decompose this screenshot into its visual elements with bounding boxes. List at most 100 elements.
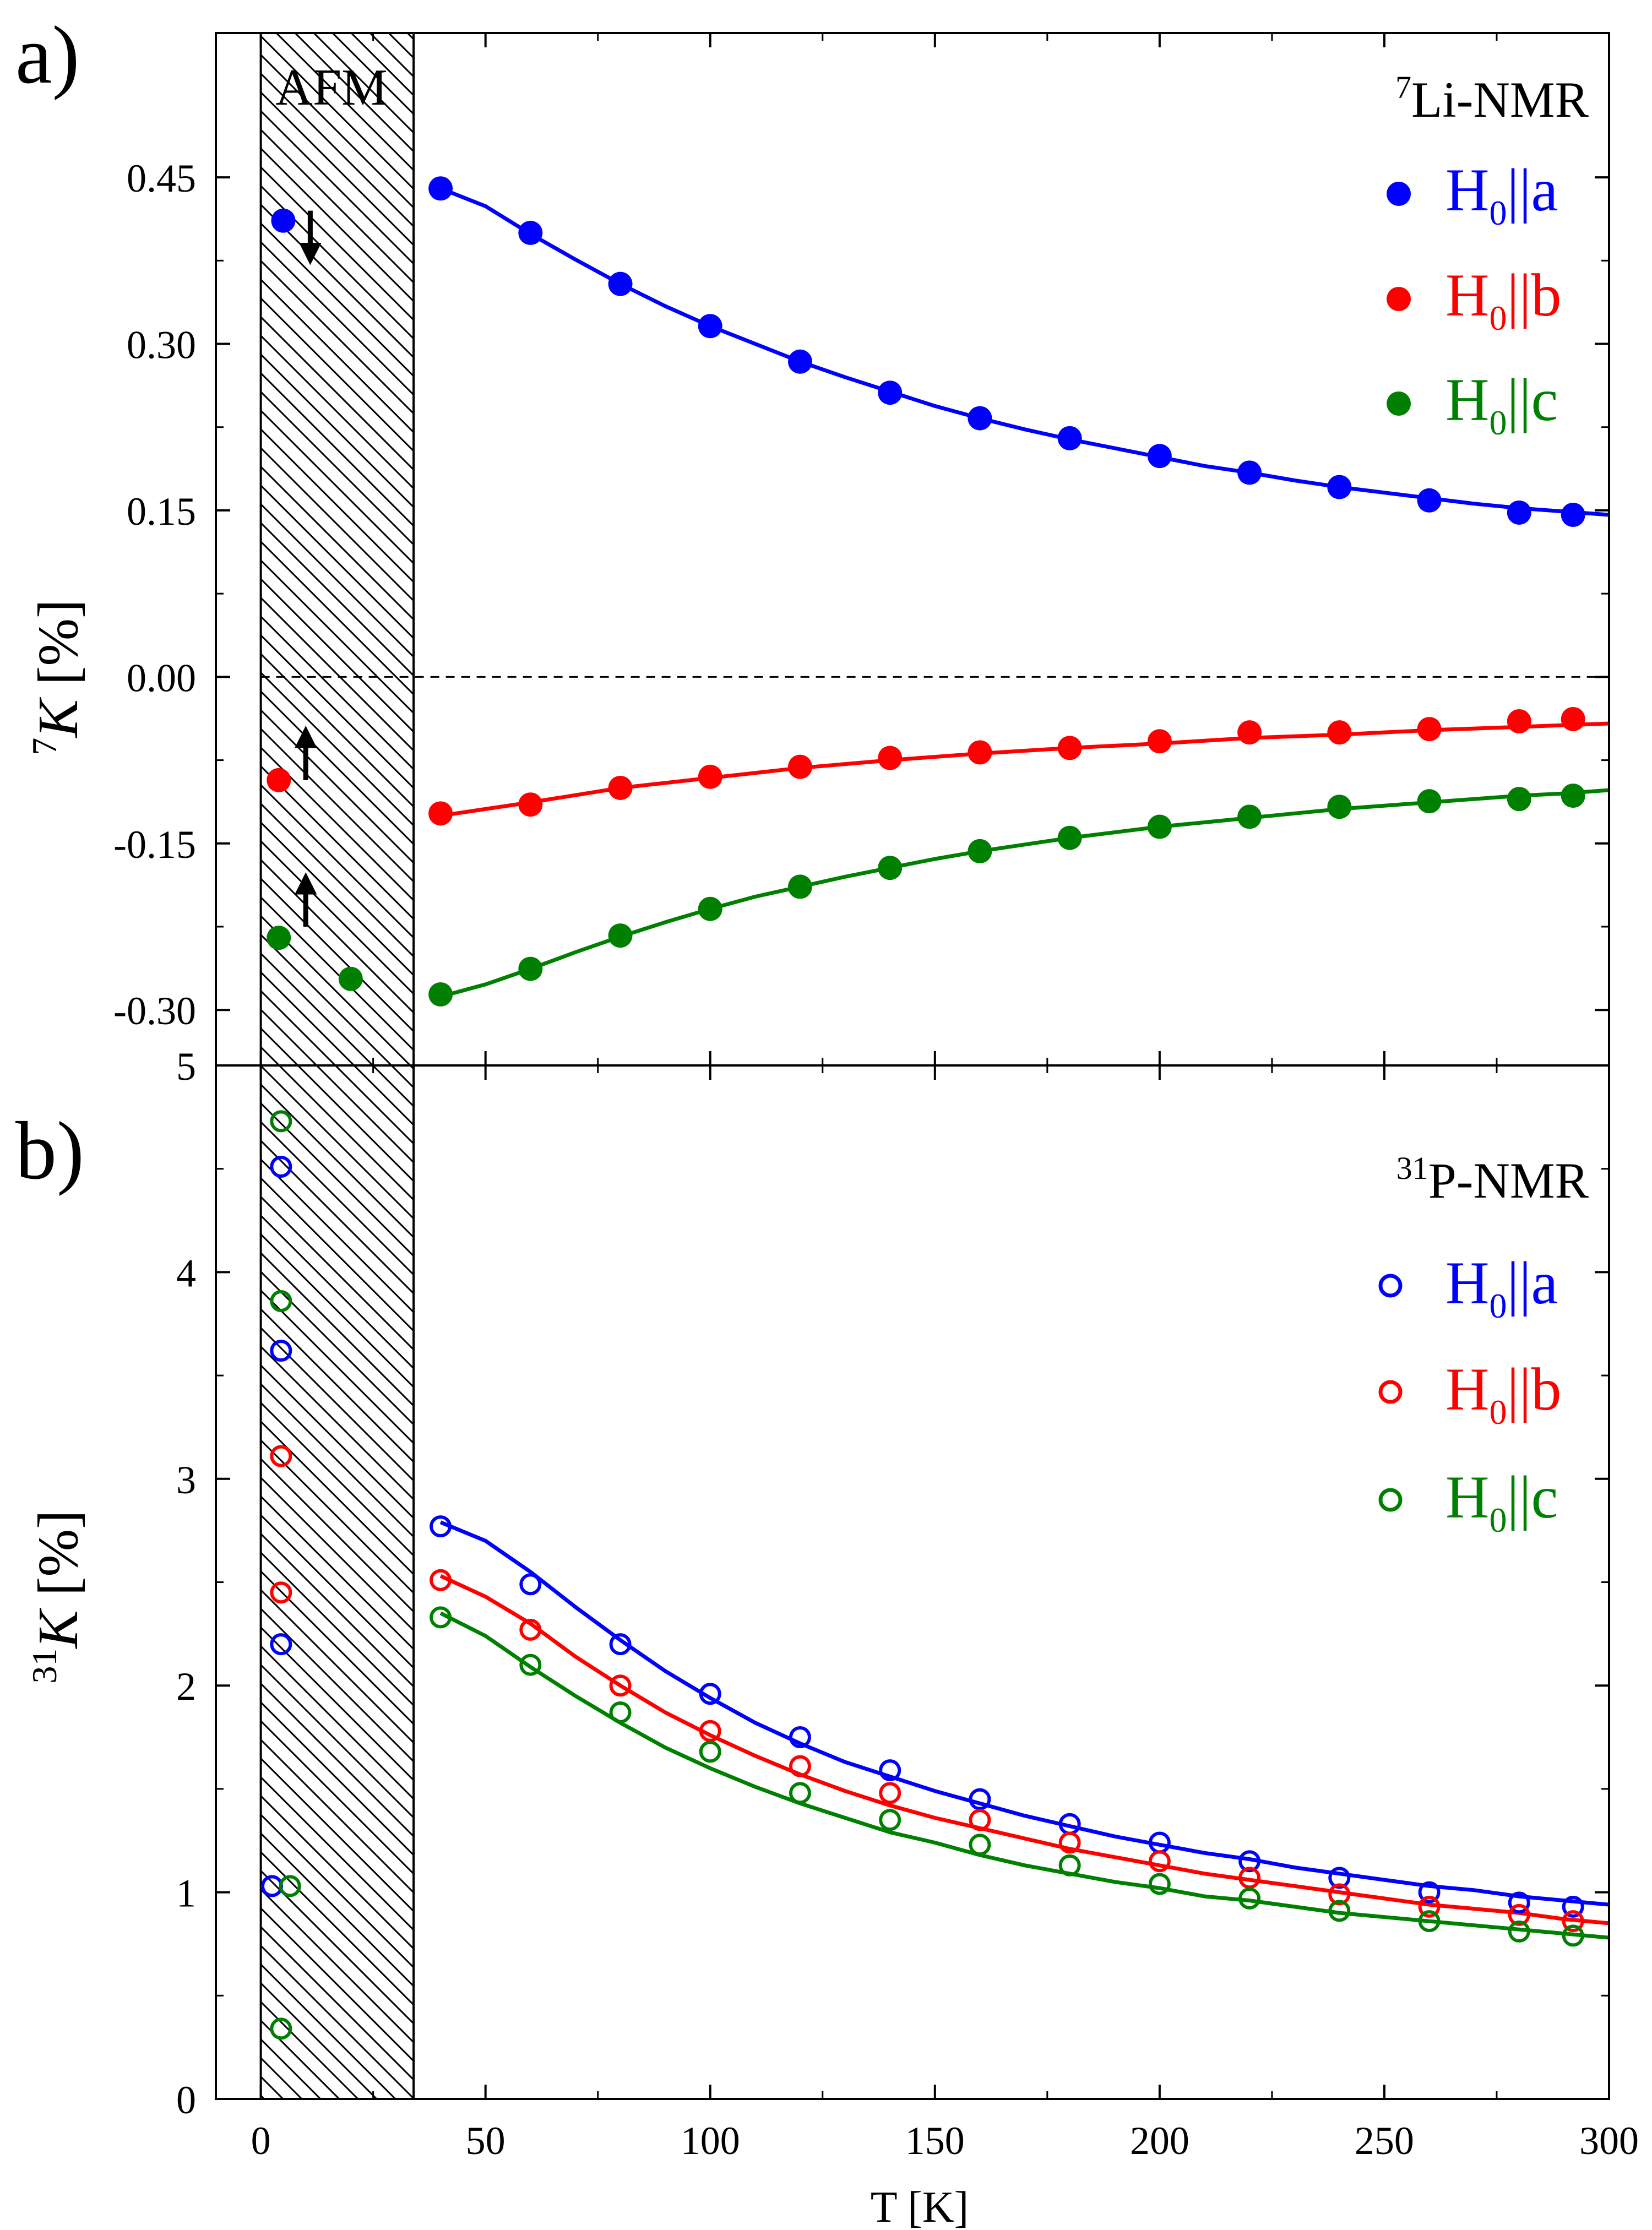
panel-b: 0 1 2 3 4 5 0 50 100 150 200 250 300 b) 31P-NMR H0|…	[15, 1045, 1639, 2230]
data-point-b	[1562, 1910, 1584, 1933]
panel-a-title: 7Li-NMR	[1395, 69, 1589, 128]
data-point-b	[1561, 706, 1585, 731]
panel-a-data-points	[267, 176, 1585, 1007]
panel-a-y-ticks: -0.30 -0.15 0.00 0.15 0.30 0.45	[113, 156, 1609, 1033]
data-point-a	[1238, 1850, 1261, 1873]
data-point-b	[518, 792, 543, 817]
data-point-b	[270, 1581, 292, 1604]
legend-b-marker-b	[1378, 1380, 1403, 1404]
data-point-a	[787, 349, 812, 374]
panel-a-y-axis-label: 7K [%]	[25, 599, 90, 755]
data-point-b	[608, 775, 633, 800]
data-point-b	[1508, 1903, 1530, 1926]
data-point-b	[968, 740, 992, 765]
y-tick-label: 5	[176, 1045, 196, 1089]
data-point-c	[1148, 1873, 1171, 1895]
data-point-c	[279, 1875, 301, 1897]
data-point-c	[270, 2017, 292, 2040]
y-tick-label: 3	[176, 1458, 196, 1502]
data-point-b	[1057, 736, 1082, 760]
data-point-a	[1508, 1891, 1530, 1914]
y-tick-label: 0	[176, 2078, 196, 2122]
data-point-a	[699, 1683, 721, 1705]
data-point-a	[1507, 500, 1531, 525]
legend-a-entry-c: H0||c	[1387, 366, 1558, 442]
legend-a-marker-b	[1387, 287, 1411, 311]
data-point-b	[1148, 1850, 1171, 1873]
panel-a-arrows	[294, 210, 322, 927]
data-point-a	[608, 271, 633, 296]
data-point-a	[1562, 1895, 1584, 1918]
data-point-c	[267, 926, 291, 950]
data-point-b	[267, 768, 291, 792]
data-point-c	[1238, 1887, 1261, 1910]
legend-b-entry-a: H0||a	[1378, 1249, 1558, 1325]
x-tick-label: 200	[1130, 2119, 1189, 2163]
data-point-a	[270, 1340, 292, 1362]
x-axis-label: T [K]	[871, 2183, 969, 2230]
data-point-a	[698, 314, 722, 339]
fit-curve-c	[439, 1611, 1610, 1940]
y-tick-label: 0.15	[127, 489, 196, 534]
legend-b-label-c: H0||c	[1446, 1464, 1558, 1540]
y-tick-label: 0.30	[127, 323, 196, 367]
fit-curve-a	[439, 1520, 1610, 1907]
y-tick-label: -0.30	[113, 989, 196, 1033]
data-point-a	[1057, 426, 1082, 450]
legend-b-entry-c: H0||c	[1378, 1464, 1558, 1540]
data-point-c	[608, 923, 633, 948]
data-point-c	[879, 1809, 901, 1831]
panel-b-afm-region	[259, 1064, 415, 2100]
data-point-b	[1328, 1883, 1351, 1906]
y-tick-label: 0.45	[127, 156, 196, 200]
data-point-c	[1327, 795, 1352, 819]
data-point-a	[1237, 460, 1262, 485]
data-point-c	[969, 1834, 991, 1856]
data-point-c	[270, 1290, 292, 1312]
afm-region-label: AFM	[275, 59, 388, 116]
panel-b-y-axis-label: 31K [%]	[25, 1510, 90, 1683]
legend-a-marker-a	[1387, 182, 1411, 206]
legend-b-entry-b: H0||b	[1378, 1356, 1562, 1432]
data-point-b	[698, 764, 722, 789]
legend-a-label-b: H0||b	[1446, 262, 1562, 338]
data-point-a	[878, 380, 903, 405]
x-tick-label: 150	[905, 2119, 965, 2163]
x-tick-label: 0	[251, 2119, 271, 2163]
data-point-c	[1057, 825, 1082, 850]
data-point-a	[879, 1759, 901, 1782]
data-point-c	[428, 982, 453, 1007]
legend-b-label-b: H0||b	[1446, 1356, 1562, 1432]
data-point-a	[1561, 503, 1585, 527]
panel-a-afm-region	[259, 32, 415, 1067]
panel-b-data-points	[261, 1110, 1584, 2040]
data-point-c	[1328, 1900, 1351, 1922]
y-tick-label: 0.00	[127, 656, 196, 700]
data-point-c	[1058, 1854, 1081, 1877]
panel-b-title-text: P-NMR	[1428, 1152, 1589, 1209]
data-point-b	[609, 1674, 632, 1697]
data-point-c	[1418, 1910, 1441, 1933]
panel-a-title-sup: 7	[1395, 69, 1411, 105]
legend-b-label-a: H0||a	[1446, 1249, 1558, 1325]
x-tick-label: 50	[466, 2119, 506, 2163]
data-point-b	[428, 801, 453, 826]
data-point-b	[878, 746, 903, 770]
data-point-b	[787, 754, 812, 779]
fit-curve-a	[439, 187, 1610, 517]
fit-curve-b	[439, 1574, 1610, 1926]
y-tick-label: 4	[176, 1251, 196, 1295]
data-point-a	[430, 1515, 452, 1538]
data-point-a	[1417, 488, 1442, 513]
data-point-c	[270, 1110, 292, 1133]
data-point-c	[787, 874, 812, 899]
data-point-c	[1562, 1924, 1584, 1947]
data-point-b	[1418, 1895, 1441, 1918]
panel-b-title: 31P-NMR	[1396, 1150, 1589, 1209]
data-point-c	[1417, 789, 1442, 814]
data-point-b	[519, 1618, 542, 1641]
panel-b-title-sup: 31	[1396, 1150, 1428, 1186]
data-point-a	[1327, 475, 1352, 499]
data-point-c	[1147, 814, 1172, 839]
